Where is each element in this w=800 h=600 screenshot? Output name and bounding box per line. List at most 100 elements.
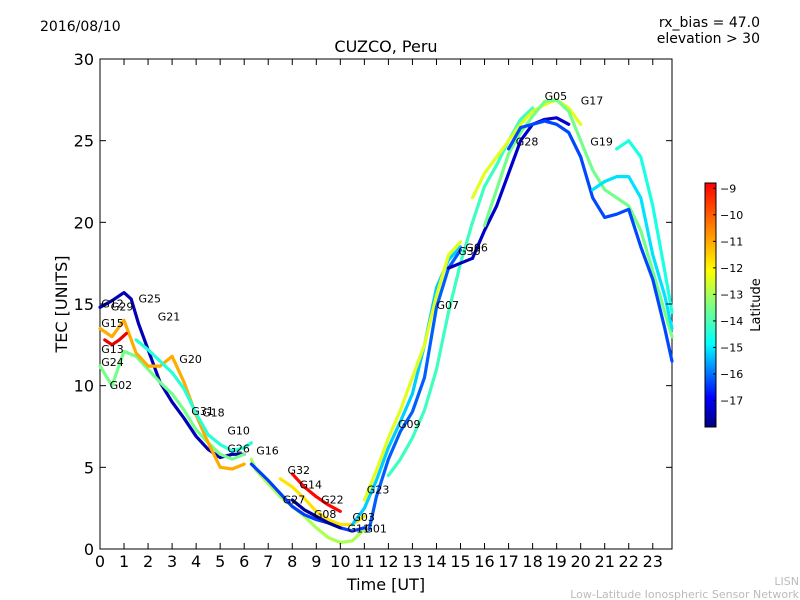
satellite-label-g17: G17 <box>581 95 604 108</box>
y-tick-label: 20 <box>74 213 94 232</box>
series-trace-h <box>290 472 342 513</box>
x-tick-label: 3 <box>167 552 177 571</box>
colorbar-tick-label: −11 <box>720 235 743 248</box>
colorbar-tick-label: −13 <box>720 288 743 301</box>
x-tick-label: 15 <box>450 552 470 571</box>
footer-lisn: LISN <box>774 575 799 588</box>
series-trace-n <box>446 256 475 270</box>
x-tick-label: 21 <box>595 552 615 571</box>
series-trace-r <box>507 119 674 363</box>
satellite-label-g28: G28 <box>516 136 539 149</box>
colorbar-label: Latitude <box>749 278 764 332</box>
satellite-label-g27: G27 <box>283 493 306 506</box>
satellite-label-g14: G14 <box>300 479 323 492</box>
satellite-label-g05: G05 <box>545 90 568 103</box>
satellite-label-g01: G01 <box>364 523 387 536</box>
series-trace-g <box>278 477 366 527</box>
x-tick-label: 13 <box>402 552 422 571</box>
x-tick-label: 14 <box>426 552 446 571</box>
satellite-label-g10: G10 <box>227 425 250 438</box>
series-trace-u <box>103 331 129 347</box>
x-tick-label: 17 <box>498 552 518 571</box>
rx-bias-label: rx_bias = 47.0 <box>659 15 760 31</box>
series-trace-d <box>134 338 253 453</box>
series-trace-o <box>470 116 571 260</box>
satellite-label-g29: G29 <box>111 301 134 314</box>
colorbar-tick-label: −17 <box>720 394 743 407</box>
colorbar-ticks: −9 −10 −11 −12 −13 −14 −15 −16 −17 <box>713 182 743 407</box>
y-tick-label: 0 <box>84 540 94 559</box>
series-trace-l <box>367 248 463 532</box>
series-trace-k <box>362 240 463 502</box>
satellite-label-g20: G20 <box>179 353 202 366</box>
satellite-label-g30: G30 <box>458 245 481 258</box>
colorbar-tick-label: −12 <box>720 262 743 275</box>
satellite-label-g07: G07 <box>437 299 460 312</box>
x-tick-label: 11 <box>354 552 374 571</box>
x-tick-label: 16 <box>474 552 494 571</box>
colorbar-tick-label: −9 <box>720 182 736 195</box>
series-trace-i <box>290 498 342 530</box>
colorbar-tick-label: −15 <box>720 341 743 354</box>
satellite-label-g03: G03 <box>352 511 375 524</box>
satellite-label-g16: G16 <box>256 444 279 457</box>
footer-network: Low-Latitude Ionospheric Sensor Network <box>570 588 799 600</box>
satellite-label-g13: G13 <box>101 343 124 356</box>
y-tick-label: 15 <box>74 295 94 314</box>
satellite-label-g12: G12 <box>101 297 124 310</box>
x-tick-label: 19 <box>546 552 566 571</box>
satellite-label-g08: G08 <box>314 508 337 521</box>
date-label: 2016/08/10 <box>40 19 121 35</box>
series-trace-s <box>591 175 674 331</box>
series-trace-c <box>98 318 246 471</box>
x-tick-label: 22 <box>619 552 639 571</box>
colorbar-tick-label: −10 <box>720 209 743 222</box>
y-tick-label: 5 <box>84 458 94 477</box>
colorbar-tick-label: −16 <box>720 368 743 381</box>
x-tick-label: 5 <box>215 552 225 571</box>
satellite-label-g09: G09 <box>398 418 421 431</box>
series-trace-q <box>482 98 674 339</box>
satellite-label-g11: G11 <box>348 523 371 536</box>
x-tick-label: 20 <box>570 552 590 571</box>
satellite-label-g18: G18 <box>202 407 225 420</box>
x-tick-label: 1 <box>119 552 129 571</box>
x-axis-ticks: 0 1 2 3 4 5 6 7 8 9 10 11 12 13 14 15 16 17 18 19 20 21 22 23 <box>95 59 663 571</box>
plot-area <box>99 58 673 550</box>
satellite-label-g31: G31 <box>191 405 214 418</box>
satellite-label-g23: G23 <box>367 484 390 497</box>
satellite-label-g32: G32 <box>288 464 311 477</box>
satellite-label-g02: G02 <box>110 379 133 392</box>
x-tick-label: 7 <box>263 552 273 571</box>
chart-title: CUZCO, Peru <box>334 37 437 56</box>
x-tick-label: 23 <box>643 552 663 571</box>
y-tick-label: 25 <box>74 132 94 151</box>
x-tick-label: 0 <box>95 552 105 571</box>
x-tick-label: 18 <box>522 552 542 571</box>
series-trace-b <box>98 349 246 461</box>
elevation-label: elevation > 30 <box>657 31 760 47</box>
series-trace-a <box>98 291 246 460</box>
x-tick-label: 2 <box>143 552 153 571</box>
x-tick-label: 6 <box>239 552 249 571</box>
series-layer <box>98 98 674 545</box>
x-tick-label: 8 <box>287 552 297 571</box>
series-trace-t <box>615 139 674 314</box>
colorbar <box>704 182 717 428</box>
colorbar-tick-label: −14 <box>720 315 743 328</box>
y-axis-ticks: 0 5 10 15 20 25 30 <box>74 50 672 559</box>
satellite-label-g15: G15 <box>101 317 124 330</box>
series-trace-f <box>249 462 366 533</box>
x-tick-label: 10 <box>330 552 350 571</box>
x-tick-label: 12 <box>378 552 398 571</box>
y-tick-label: 30 <box>74 50 94 69</box>
y-axis-label: TEC [UNITS] <box>52 256 71 354</box>
x-axis-label: Time [UT] <box>346 575 425 594</box>
satellite-label-g06: G06 <box>465 242 488 255</box>
satellite-label-g19: G19 <box>590 136 613 149</box>
satellite-label-g24: G24 <box>101 356 124 369</box>
x-tick-label: 9 <box>311 552 321 571</box>
satellite-label-g26: G26 <box>227 443 250 456</box>
